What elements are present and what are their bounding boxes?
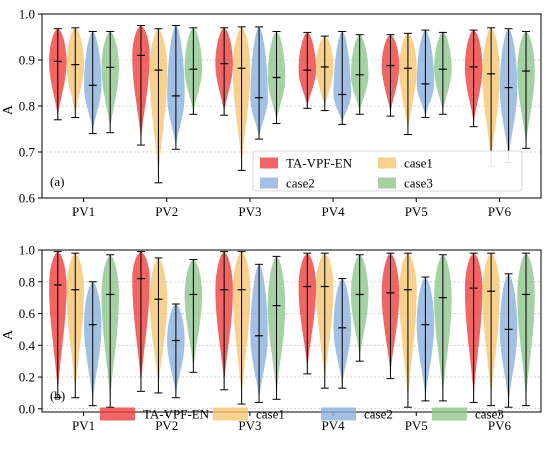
legend-swatch [432,407,467,421]
panel-label: (b) [50,388,65,403]
legend-entry: TA-VPF-EN [143,407,210,422]
y-axis-label: A [1,104,16,115]
y-tick-label: 0.6 [19,191,36,206]
y-tick-label: 0.8 [19,274,35,289]
legend-swatch [260,157,278,169]
legend-swatch [378,157,396,169]
y-tick-label: 0.9 [19,53,35,68]
legend-entry: case2 [286,176,315,191]
legend-entry: TA-VPF-EN [286,156,353,171]
axes-frame [41,13,542,199]
x-tick-label: PV5 [405,204,428,219]
x-tick-label: PV5 [405,418,428,433]
legend: TA-VPF-EN case1 case2 case3 [252,150,523,192]
y-tick-label: 0.6 [19,306,36,321]
y-axis-label: A [1,329,16,340]
x-tick-label: PV3 [238,418,261,433]
x-tick-label: PV1 [72,204,95,219]
x-tick-label: PV2 [155,204,178,219]
y-tick-label: 0.2 [19,370,35,385]
x-tick-label: PV6 [488,204,512,219]
x-tick-label: PV4 [322,204,346,219]
legend-swatch [100,407,135,421]
axes-frame [41,249,542,413]
y-tick-label: 0.8 [19,99,35,114]
y-tick-label: 0.4 [19,338,36,353]
y-tick-label: 0.7 [19,145,36,160]
x-tick-label: PV2 [155,418,178,433]
legend-swatch [321,407,356,421]
legend-entry: case2 [364,407,393,422]
legend-swatch [378,177,396,189]
x-tick-label: PV6 [488,418,512,433]
panel-b: 0.0 0.2 0.4 0.6 0.8 1.0 A PV1 PV2 PV3 PV4 PV5 PV6 (b)… [1,243,542,433]
legend-swatch [213,407,248,421]
y-tick-label: 1.0 [19,7,35,22]
y-tick-label: 0.0 [19,401,35,416]
panel-a: 0.6 0.7 0.8 0.9 1.0 A PV1 PV2 PV3 PV4 PV5 PV6 (a) TA-… [1,7,542,219]
legend-entry: case1 [404,156,433,171]
legend-box [252,150,523,192]
legend-entry: case3 [475,407,504,422]
panel-label: (a) [50,174,64,189]
legend-swatch [260,177,278,189]
legend-entry: case1 [256,407,285,422]
legend-entry: case3 [404,176,433,191]
x-tick-label: PV3 [238,204,261,219]
x-tick-label: PV1 [72,418,95,433]
y-tick-label: 1.0 [19,243,35,258]
x-tick-label: PV4 [322,418,346,433]
legend: TA-VPF-EN case1 case2 case3 [100,407,504,422]
